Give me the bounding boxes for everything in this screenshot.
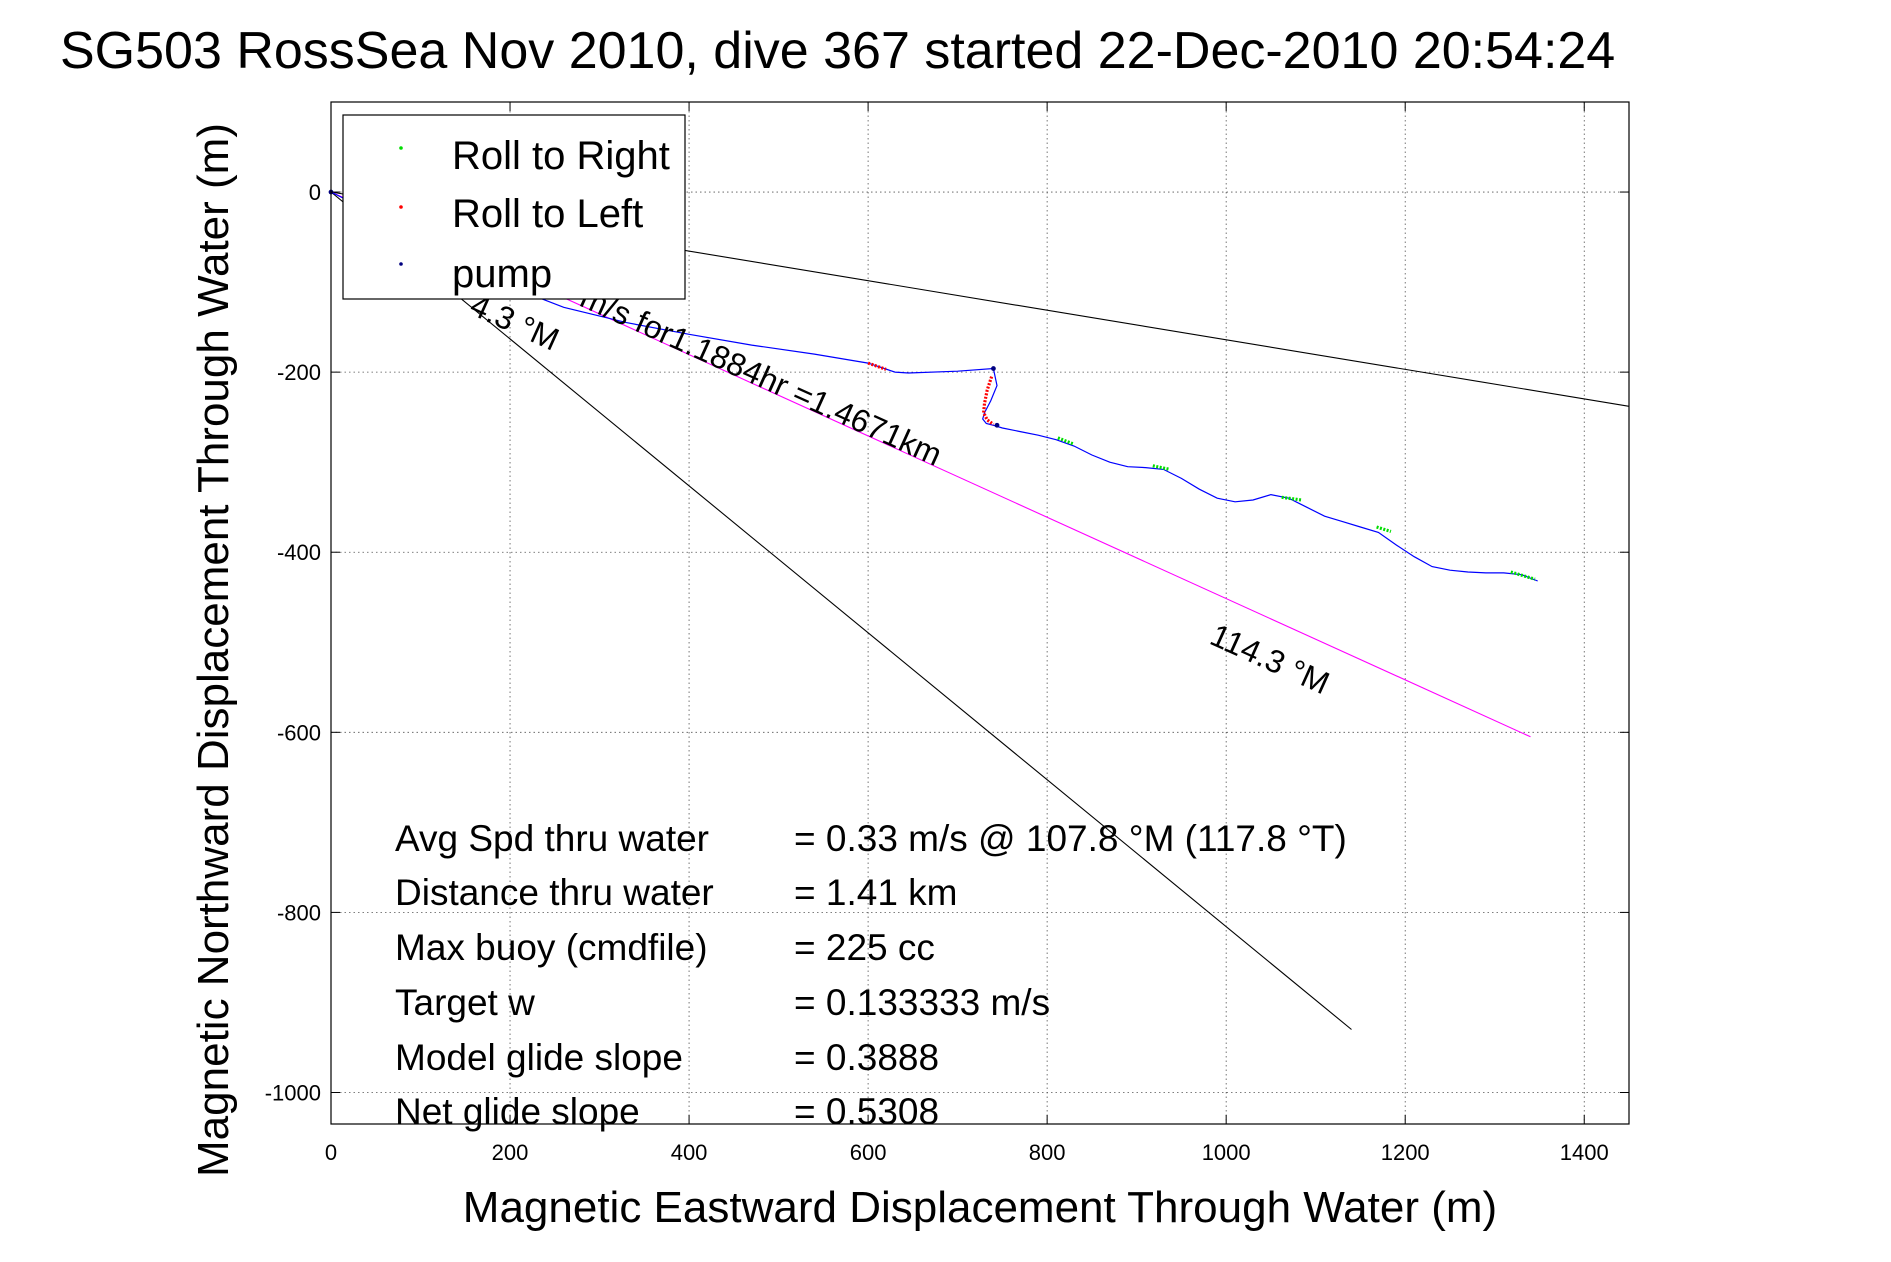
x-tick-label: 600	[850, 1140, 887, 1165]
stat-row: Net glide slope = 0.5308	[395, 1091, 939, 1132]
dive-track-line	[330, 191, 1538, 582]
stat-value: = 0.33 m/s @ 107.8 °M (117.8 °T)	[794, 818, 1347, 859]
stat-row: Max buoy (cmdfile) = 225 cc	[395, 927, 935, 968]
x-tick-label: 400	[671, 1140, 708, 1165]
roll-markers	[328, 189, 1536, 581]
legend-label-roll-right: Roll to Right	[452, 134, 670, 178]
legend-label-pump: pump	[452, 252, 552, 296]
stat-label: Avg Spd thru water	[395, 818, 709, 859]
legend-entry-roll-left: Roll to Left	[399, 192, 643, 236]
reference-line-lower	[330, 191, 1352, 1030]
stat-value: = 1.41 km	[794, 872, 958, 913]
stat-label: Net glide slope	[395, 1091, 640, 1132]
x-tick-label: 800	[1029, 1140, 1066, 1165]
legend-marker-pump	[399, 262, 403, 266]
stat-row: Model glide slope = 0.3888	[395, 1037, 939, 1078]
chart-title: SG503 RossSea Nov 2010, dive 367 started…	[60, 22, 1615, 80]
stat-label: Model glide slope	[395, 1037, 683, 1078]
y-tick-label: 0	[309, 180, 321, 205]
stat-row: Distance thru water = 1.41 km	[395, 872, 958, 913]
pump-marker	[991, 366, 996, 371]
legend-marker-roll-left	[399, 205, 403, 209]
legend-label-roll-left: Roll to Left	[452, 192, 643, 236]
stat-row: Target w = 0.133333 m/s	[395, 982, 1050, 1023]
stat-row: Avg Spd thru water = 0.33 m/s @ 107.8 °M…	[395, 818, 1347, 859]
dive-track	[330, 191, 1538, 582]
legend-entry-pump: pump	[399, 252, 552, 296]
x-tick-label: 1000	[1202, 1140, 1251, 1165]
x-tick-label: 0	[325, 1140, 337, 1165]
x-tick-label: 200	[492, 1140, 529, 1165]
y-tick-label: -1000	[265, 1080, 321, 1105]
y-tick-label: -200	[277, 360, 321, 385]
stat-value: = 0.3888	[794, 1037, 939, 1078]
roll-right-marker	[1057, 436, 1075, 446]
stat-label: Distance thru water	[395, 872, 714, 913]
stat-value: = 0.133333 m/s	[794, 982, 1050, 1023]
y-tick-label: -600	[277, 720, 321, 745]
y-tick-label: -400	[277, 540, 321, 565]
y-axis-title: Magnetic Northward Displacement Through …	[189, 123, 238, 1177]
roll-right-marker	[1376, 525, 1392, 534]
stat-label: Target w	[395, 982, 535, 1023]
pump-marker	[994, 422, 1000, 428]
roll-right-marker	[1510, 570, 1536, 581]
x-axis-title: Magnetic Eastward Displacement Through W…	[463, 1183, 1497, 1232]
legend-entry-roll-right: Roll to Right	[399, 134, 670, 178]
stat-value: = 225 cc	[794, 927, 935, 968]
plot-frame	[330, 101, 1630, 1125]
legend-marker-roll-right	[399, 146, 403, 150]
stat-label: Max buoy (cmdfile)	[395, 927, 708, 968]
x-tick-label: 1400	[1560, 1140, 1609, 1165]
dive-statistics: Avg Spd thru water = 0.33 m/s @ 107.8 °M…	[395, 818, 1347, 1132]
stat-value: = 0.5308	[794, 1091, 939, 1132]
roll-left-marker	[867, 361, 887, 371]
roll-left-marker	[981, 376, 995, 426]
legend: Roll to Right Roll to Left pump	[342, 114, 686, 300]
axis-ticks: 0 200 400 600 800 1000 1200 1400 0 -200 -400 -600 -8…	[265, 102, 1629, 1165]
roll-right-marker	[1152, 464, 1171, 471]
x-tick-label: 1200	[1381, 1140, 1430, 1165]
y-tick-label: -800	[277, 900, 321, 925]
